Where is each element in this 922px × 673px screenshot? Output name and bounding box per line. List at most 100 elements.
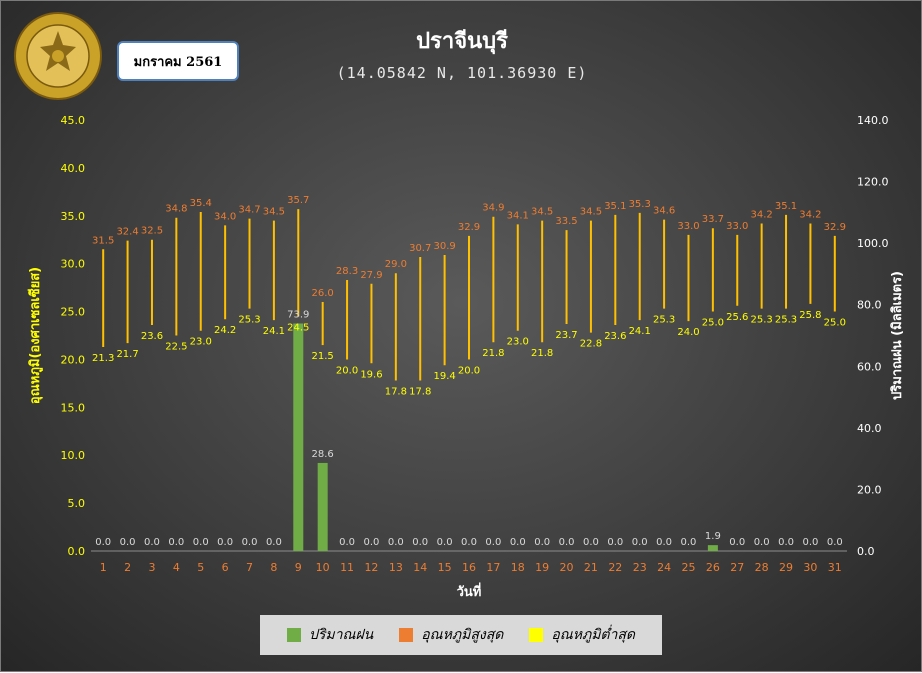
legend-item-tmin: อุณหภูมิต่ำสุด	[529, 624, 635, 646]
tmin-data-label: 25.3	[238, 315, 260, 326]
y-left-tick-label: 0.0	[68, 545, 86, 558]
x-tick-label: 30	[803, 561, 817, 574]
legend-swatch-rain	[286, 628, 301, 642]
x-tick-label: 16	[462, 561, 476, 574]
y-left-tick-label: 30.0	[61, 258, 86, 271]
tmin-data-label: 24.2	[214, 325, 236, 336]
rain-data-label: 0.0	[583, 537, 599, 548]
rain-data-label: 0.0	[412, 537, 428, 548]
x-tick-label: 7	[246, 561, 253, 574]
rain-data-label: 0.0	[168, 537, 184, 548]
x-tick-label: 29	[779, 561, 793, 574]
tmin-data-label: 25.3	[751, 315, 773, 326]
legend-label-rain: ปริมาณฝน	[308, 627, 374, 643]
tmin-data-label: 21.5	[312, 351, 334, 362]
rain-bar	[293, 323, 304, 551]
x-tick-label: 22	[608, 561, 622, 574]
rain-data-label: 0.0	[559, 537, 575, 548]
x-tick-label: 14	[413, 561, 427, 574]
tmin-data-label: 25.0	[702, 318, 724, 329]
x-tick-label: 27	[730, 561, 744, 574]
tmax-data-label: 35.7	[287, 195, 309, 206]
tmax-data-label: 34.5	[531, 207, 553, 218]
rain-data-label: 0.0	[632, 537, 648, 548]
x-tick-label: 6	[222, 561, 229, 574]
rain-data-label: 28.6	[312, 449, 334, 460]
tmax-data-label: 34.2	[751, 209, 773, 220]
x-tick-label: 21	[584, 561, 598, 574]
rain-data-label: 0.0	[339, 537, 355, 548]
y-right-tick-label: 40.0	[857, 422, 882, 435]
tmax-data-label: 34.0	[214, 211, 236, 222]
y-left-tick-label: 5.0	[68, 497, 86, 510]
y-right-tick-label: 120.0	[857, 176, 889, 189]
tmin-data-label: 21.8	[482, 348, 504, 359]
legend-label-tmax: อุณหภูมิสูงสุด	[421, 627, 504, 643]
y-right-tick-label: 60.0	[857, 360, 882, 373]
tmax-data-label: 34.5	[263, 207, 285, 218]
rain-bar	[317, 462, 328, 551]
tmin-data-label: 24.1	[263, 326, 285, 337]
x-tick-label: 4	[173, 561, 180, 574]
tmin-data-label: 23.0	[507, 337, 529, 348]
rain-data-label: 0.0	[485, 537, 501, 548]
meteorological-department-logo	[14, 12, 102, 100]
x-tick-label: 3	[148, 561, 155, 574]
tmax-data-label: 34.1	[507, 210, 529, 221]
tmin-data-label: 19.6	[360, 369, 382, 380]
x-tick-label: 8	[270, 561, 277, 574]
tmin-data-label: 21.7	[116, 349, 138, 360]
tmin-data-label: 23.6	[141, 331, 163, 342]
rain-data-label: 0.0	[754, 537, 770, 548]
rain-data-label: 0.0	[363, 537, 379, 548]
station-coordinates: (14.05842 N, 101.36930 E)	[336, 64, 588, 82]
rain-data-label: 0.0	[144, 537, 160, 548]
y-right-tick-label: 20.0	[857, 483, 882, 496]
tmax-data-label: 33.5	[555, 216, 577, 227]
tmax-data-label: 35.1	[604, 201, 626, 212]
x-tick-label: 24	[657, 561, 671, 574]
rain-data-label: 0.0	[656, 537, 672, 548]
tmin-data-label: 22.8	[580, 339, 602, 350]
rain-data-label: 0.0	[217, 537, 233, 548]
month-label: มกราคม 2561	[133, 54, 223, 70]
tmax-data-label: 28.3	[336, 266, 358, 277]
rain-data-label: 0.0	[802, 537, 818, 548]
rain-data-label: 0.0	[534, 537, 550, 548]
x-axis-title: วันที่	[457, 582, 482, 600]
x-tick-label: 31	[828, 561, 842, 574]
tmin-data-label: 20.0	[458, 365, 480, 376]
legend-item-rain: ปริมาณฝน	[286, 624, 374, 646]
chart-title: ปราจีนบุรี	[416, 29, 508, 54]
x-tick-label: 10	[316, 561, 330, 574]
rain-data-label: 0.0	[607, 537, 623, 548]
x-tick-label: 1	[100, 561, 107, 574]
tmin-data-label: 17.8	[385, 387, 407, 398]
tmin-data-label: 25.0	[824, 318, 846, 329]
tmin-data-label: 23.6	[604, 331, 626, 342]
x-tick-label: 19	[535, 561, 549, 574]
rain-data-label: 0.0	[266, 537, 282, 548]
x-tick-label: 25	[681, 561, 695, 574]
tmax-data-label: 34.2	[799, 209, 821, 220]
tmin-data-label: 25.6	[726, 312, 748, 323]
tmin-data-label: 17.8	[409, 387, 431, 398]
tmin-data-label: 21.3	[92, 353, 114, 364]
y-right-tick-label: 80.0	[857, 299, 882, 312]
legend-label-tmin: อุณหภูมิต่ำสุด	[551, 627, 636, 643]
tmax-data-label: 34.5	[580, 207, 602, 218]
tmin-data-label: 20.0	[336, 365, 358, 376]
tmax-data-label: 26.0	[312, 288, 334, 299]
rain-data-label: 0.0	[437, 537, 453, 548]
x-tick-label: 11	[340, 561, 354, 574]
rain-data-label: 73.9	[287, 309, 309, 320]
tmax-data-label: 32.9	[458, 222, 480, 233]
y-left-tick-label: 25.0	[61, 306, 86, 319]
x-tick-label: 20	[560, 561, 574, 574]
y-left-tick-label: 40.0	[61, 162, 86, 175]
y-right-axis-title: ปริมาณฝน (มิลลิเมตร)	[890, 271, 905, 400]
rain-bar	[707, 545, 718, 551]
rain-data-label: 1.9	[705, 531, 721, 542]
tmin-data-label: 24.5	[287, 322, 309, 333]
rain-data-label: 0.0	[729, 537, 745, 548]
